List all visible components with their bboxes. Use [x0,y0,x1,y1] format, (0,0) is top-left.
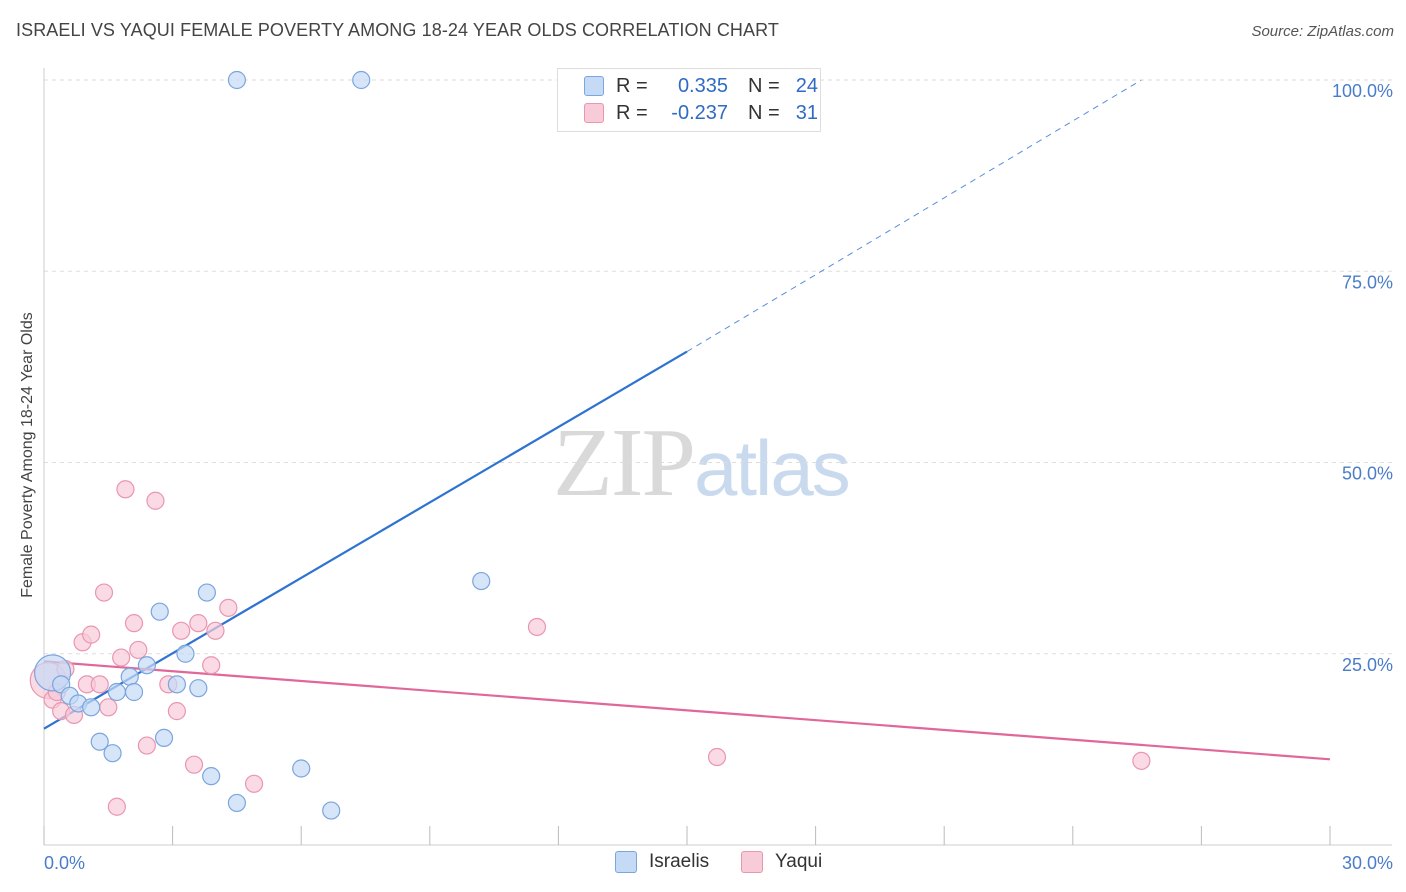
israelis-point [227,70,246,90]
y-tick-label: 50.0% [1342,464,1393,484]
y-tick-label: 100.0% [1332,81,1393,101]
r-value: 0.335 [677,74,728,97]
legend-row-israelis: R = 0.335 N = 24 [584,73,818,99]
data-points [29,70,1151,820]
israelis-point [322,801,341,820]
y-tick-label: 75.0% [1342,272,1393,292]
yaqui-point [107,797,126,816]
yaqui-swatch [584,103,604,123]
n-label: N = [748,74,780,97]
israelis-legend-label: Israelis [649,851,710,872]
yaqui-point [112,648,131,667]
israelis-swatch [584,76,604,96]
series-legend: Israelis Yaqui [0,851,1406,877]
israelis-point [189,679,208,698]
yaqui-point [90,675,109,694]
israelis-point [176,644,195,663]
yaqui-point [244,774,264,793]
yaqui-point [184,755,204,774]
source-credit: Source: ZipAtlas.com [1251,23,1394,40]
r-label: R = [616,74,648,97]
yaqui-point [1132,751,1151,770]
yaqui-point [137,736,156,755]
yaqui-point [527,617,547,637]
chart-title: ISRAELI VS YAQUI FEMALE POVERTY AMONG 18… [16,20,779,40]
yaqui-point [167,702,186,721]
y-tick-label: 25.0% [1342,655,1393,675]
israelis-point [120,667,139,686]
israelis-legend-swatch [615,851,637,873]
israelis-point [167,675,186,694]
yaqui-point [82,625,101,644]
yaqui-legend-swatch [741,851,763,873]
yaqui-point [146,491,165,510]
yaqui-point [116,480,135,499]
israelis-point [292,759,311,778]
trend-lines [43,79,1331,761]
israelis-point [107,682,126,702]
israelis-point [82,698,101,717]
zipatlas-watermark: ZIPatlas [553,405,851,519]
x-tick-label-max: 30.0% [1342,853,1393,873]
r-value: -0.237 [671,101,728,124]
yaqui-point [99,698,118,717]
israelis-point [154,728,174,748]
israelis-trend-line [43,350,688,730]
yaqui-point [189,614,208,633]
yaqui-point [129,640,148,660]
watermark-atlas: atlas [694,424,851,512]
legend-row-yaqui: R = -0.237 N = 31 [584,100,818,126]
yaqui-point [94,583,114,602]
correlation-legend: R = 0.335 N = 24 R = -0.237 N = 31 [557,68,821,132]
israelis-point [137,656,156,675]
israelis-point [103,744,122,763]
israelis-point [90,732,109,751]
israelis-point [124,682,144,702]
yaqui-trend-line [43,660,1331,761]
israelis-point [227,793,246,813]
x-tick-label-min: 0.0% [44,853,85,873]
yaqui-point [202,656,221,675]
tick-labels: 25.0% 50.0% 75.0% 100.0% 0.0% 30.0% [44,81,1393,873]
yaqui-point [707,747,727,767]
israelis-trend-extension [686,79,1142,353]
legend-item-yaqui: Yaqui [741,851,822,873]
watermark-zip: ZIP [553,409,696,517]
grid-lines [44,79,1392,655]
n-label: N = [748,101,780,124]
israelis-point [150,602,169,621]
israelis-point [472,571,491,591]
israelis-point [202,767,221,786]
israelis-point [197,583,216,602]
legend-item-israelis: Israelis [615,851,709,873]
yaqui-point [172,621,191,640]
yaqui-legend-label: Yaqui [775,851,823,872]
yaqui-point [206,621,225,640]
n-value: 24 [795,74,818,97]
r-label: R = [616,101,648,124]
yaqui-point [124,614,144,633]
n-value: 31 [795,101,818,124]
axes [43,68,1392,846]
yaqui-point [219,598,238,617]
israelis-point [352,70,371,90]
